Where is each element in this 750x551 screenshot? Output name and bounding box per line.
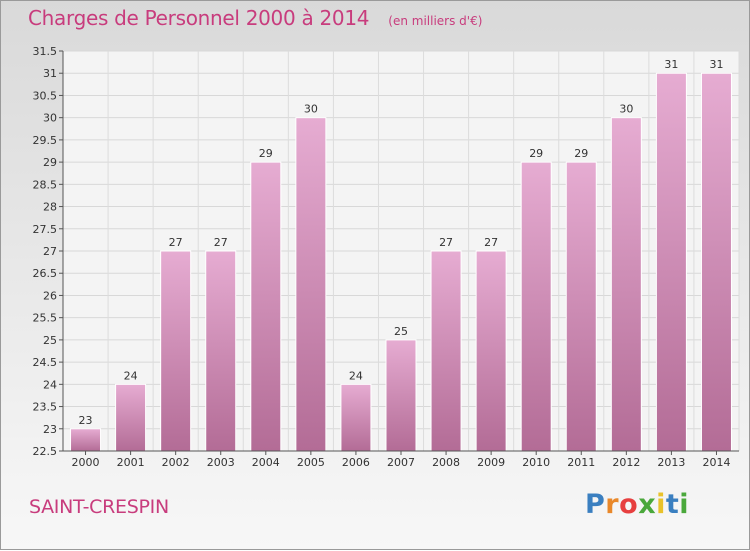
logo-letter: t [665,489,680,520]
x-tick-label: 2001 [117,456,145,469]
bar-value-label: 29 [574,147,588,160]
bar [700,72,732,452]
bar [205,250,237,452]
proxiti-logo: Proxiti [585,489,689,520]
commune-name: SAINT-CRESPIN [29,496,169,518]
x-tick-label: 2002 [162,456,190,469]
bar [430,250,462,452]
bar-value-label: 30 [619,103,633,116]
bar-value-label: 27 [439,236,453,249]
x-tick-label: 2003 [207,456,235,469]
y-tick-label: 25.5 [33,312,58,325]
bar-value-label: 24 [349,369,363,382]
bar [70,428,102,452]
y-tick-label: 26 [43,289,57,302]
x-tick-label: 2005 [297,456,325,469]
bar [520,161,552,452]
axis-layer: 22.5 23 23.5 24 24.5 25 25.5 26 26.5 27 27.5 28 28.5… [33,45,739,469]
logo-letter: o [619,489,639,520]
x-tick-label: 2014 [702,456,730,469]
bar [295,117,327,452]
x-tick-label: 2007 [387,456,415,469]
logo-letter: r [605,489,620,520]
bar-value-label: 29 [529,147,543,160]
chart-title: Charges de Personnel 2000 à 2014 [28,6,370,30]
x-tick-label: 2010 [522,456,550,469]
x-tick-label: 2013 [657,456,685,469]
x-tick-label: 2008 [432,456,460,469]
bar [340,383,372,452]
x-tick-label: 2000 [72,456,100,469]
y-tick-label: 27 [43,245,57,258]
logo-letter: P [585,489,606,520]
x-tick-label: 2009 [477,456,505,469]
y-tick-label: 28 [43,201,57,214]
y-tick-label: 25 [43,334,57,347]
bar [565,161,597,452]
y-tick-label: 23.5 [33,401,58,414]
y-tick-label: 22.5 [33,445,58,458]
y-tick-label: 31 [43,67,57,80]
x-tick-label: 2004 [252,456,280,469]
y-tick-label: 31.5 [33,45,58,58]
chart-subtitle: (en milliers d'€) [388,14,483,28]
y-tick-label: 30 [43,112,57,125]
bar-value-label: 27 [169,236,183,249]
bar [160,250,192,452]
y-tick-label: 24.5 [33,356,58,369]
x-tick-label: 2011 [567,456,595,469]
bar [610,117,642,452]
bar-value-label: 23 [79,414,93,427]
bar [475,250,507,452]
y-tick-label: 23 [43,423,57,436]
x-tick-label: 2012 [612,456,640,469]
logo-letter: x [638,489,657,520]
y-tick-label: 26.5 [33,267,58,280]
bar [250,161,282,452]
logo-letter: i [679,489,690,520]
bars-layer: 23 24 27 27 29 30 24 25 27 27 29 29 30 31 31 [70,58,732,452]
x-tick-label: 2006 [342,456,370,469]
bar-value-label: 29 [259,147,273,160]
y-tick-label: 27.5 [33,223,58,236]
y-tick-label: 30.5 [33,89,58,102]
y-tick-label: 24 [43,378,57,391]
bar-value-label: 31 [709,58,723,71]
bar-value-label: 24 [124,369,138,382]
y-tick-label: 28.5 [33,178,58,191]
title-row: Charges de Personnel 2000 à 2014 (en mil… [28,6,482,30]
bar-value-label: 31 [664,58,678,71]
bar [115,383,147,452]
y-tick-label: 29.5 [33,134,58,147]
bar-value-label: 27 [214,236,228,249]
logo-letter: i [656,489,666,520]
bar [655,72,687,452]
y-tick-label: 29 [43,156,57,169]
bar-value-label: 27 [484,236,498,249]
bar [385,339,417,452]
bar-value-label: 30 [304,103,318,116]
bar-value-label: 25 [394,325,408,338]
